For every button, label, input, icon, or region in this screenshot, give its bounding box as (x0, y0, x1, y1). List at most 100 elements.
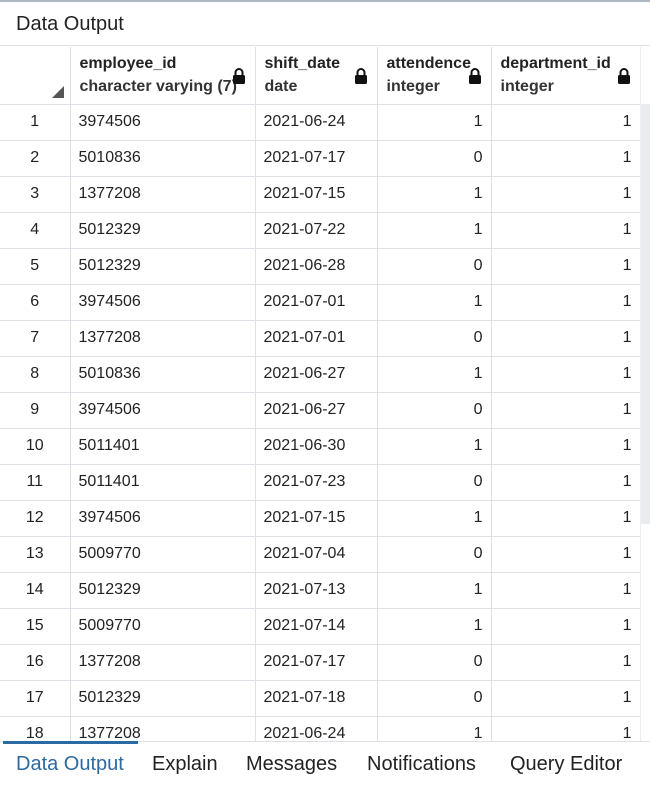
cell-attendence[interactable]: 1 (377, 500, 491, 536)
cell-department-id[interactable]: 1 (491, 428, 640, 464)
cell-shift-date[interactable]: 2021-07-23 (255, 464, 377, 500)
row-number[interactable]: 18 (0, 716, 70, 741)
cell-shift-date[interactable]: 2021-07-15 (255, 176, 377, 212)
cell-attendence[interactable]: 0 (377, 320, 491, 356)
cell-shift-date[interactable]: 2021-07-14 (255, 608, 377, 644)
vertical-scrollbar-thumb[interactable] (641, 104, 650, 524)
table-row[interactable]: 17 5012329 2021-07-18 0 1 (0, 680, 640, 716)
cell-department-id[interactable]: 1 (491, 176, 640, 212)
cell-employee-id[interactable]: 5012329 (70, 212, 255, 248)
cell-department-id[interactable]: 1 (491, 464, 640, 500)
cell-shift-date[interactable]: 2021-07-18 (255, 680, 377, 716)
cell-employee-id[interactable]: 1377208 (70, 320, 255, 356)
cell-employee-id[interactable]: 5012329 (70, 680, 255, 716)
tab-query-editor[interactable]: Query Editor (510, 742, 622, 787)
row-number[interactable]: 7 (0, 320, 70, 356)
table-row[interactable]: 3 1377208 2021-07-15 1 1 (0, 176, 640, 212)
row-number[interactable]: 17 (0, 680, 70, 716)
table-row[interactable]: 16 1377208 2021-07-17 0 1 (0, 644, 640, 680)
tab-data-output[interactable]: Data Output (16, 742, 124, 787)
cell-shift-date[interactable]: 2021-07-01 (255, 320, 377, 356)
cell-shift-date[interactable]: 2021-06-24 (255, 104, 377, 140)
cell-department-id[interactable]: 1 (491, 104, 640, 140)
select-all-corner[interactable] (0, 47, 70, 104)
table-row[interactable]: 7 1377208 2021-07-01 0 1 (0, 320, 640, 356)
cell-employee-id[interactable]: 5012329 (70, 572, 255, 608)
cell-attendence[interactable]: 1 (377, 104, 491, 140)
cell-attendence[interactable]: 1 (377, 608, 491, 644)
cell-department-id[interactable]: 1 (491, 572, 640, 608)
row-number[interactable]: 16 (0, 644, 70, 680)
cell-employee-id[interactable]: 5011401 (70, 428, 255, 464)
row-number[interactable]: 10 (0, 428, 70, 464)
cell-employee-id[interactable]: 5012329 (70, 248, 255, 284)
cell-department-id[interactable]: 1 (491, 716, 640, 741)
cell-attendence[interactable]: 0 (377, 248, 491, 284)
cell-department-id[interactable]: 1 (491, 284, 640, 320)
table-row[interactable]: 14 5012329 2021-07-13 1 1 (0, 572, 640, 608)
cell-attendence[interactable]: 1 (377, 356, 491, 392)
row-number[interactable]: 13 (0, 536, 70, 572)
cell-employee-id[interactable]: 3974506 (70, 284, 255, 320)
row-number[interactable]: 6 (0, 284, 70, 320)
cell-shift-date[interactable]: 2021-07-01 (255, 284, 377, 320)
cell-department-id[interactable]: 1 (491, 500, 640, 536)
row-number[interactable]: 11 (0, 464, 70, 500)
cell-attendence[interactable]: 0 (377, 464, 491, 500)
cell-department-id[interactable]: 1 (491, 320, 640, 356)
table-row[interactable]: 4 5012329 2021-07-22 1 1 (0, 212, 640, 248)
cell-employee-id[interactable]: 1377208 (70, 716, 255, 741)
row-number[interactable]: 9 (0, 392, 70, 428)
cell-shift-date[interactable]: 2021-06-27 (255, 392, 377, 428)
cell-attendence[interactable]: 0 (377, 392, 491, 428)
table-row[interactable]: 11 5011401 2021-07-23 0 1 (0, 464, 640, 500)
table-row[interactable]: 1 3974506 2021-06-24 1 1 (0, 104, 640, 140)
tab-explain[interactable]: Explain (152, 742, 218, 787)
cell-department-id[interactable]: 1 (491, 212, 640, 248)
cell-department-id[interactable]: 1 (491, 536, 640, 572)
cell-employee-id[interactable]: 5010836 (70, 356, 255, 392)
table-row[interactable]: 8 5010836 2021-06-27 1 1 (0, 356, 640, 392)
cell-department-id[interactable]: 1 (491, 248, 640, 284)
cell-shift-date[interactable]: 2021-06-27 (255, 356, 377, 392)
column-header-shift-date[interactable]: shift_date date (255, 47, 377, 104)
column-header-employee-id[interactable]: employee_id character varying (7) (70, 47, 255, 104)
table-row[interactable]: 2 5010836 2021-07-17 0 1 (0, 140, 640, 176)
cell-attendence[interactable]: 1 (377, 212, 491, 248)
cell-attendence[interactable]: 1 (377, 716, 491, 741)
column-header-attendence[interactable]: attendence integer (377, 47, 491, 104)
row-number[interactable]: 15 (0, 608, 70, 644)
table-row[interactable]: 13 5009770 2021-07-04 0 1 (0, 536, 640, 572)
row-number[interactable]: 14 (0, 572, 70, 608)
cell-employee-id[interactable]: 5009770 (70, 536, 255, 572)
cell-shift-date[interactable]: 2021-07-15 (255, 500, 377, 536)
cell-employee-id[interactable]: 3974506 (70, 500, 255, 536)
row-number[interactable]: 5 (0, 248, 70, 284)
table-row[interactable]: 10 5011401 2021-06-30 1 1 (0, 428, 640, 464)
tab-notifications[interactable]: Notifications (367, 742, 476, 787)
cell-department-id[interactable]: 1 (491, 392, 640, 428)
table-row[interactable]: 9 3974506 2021-06-27 0 1 (0, 392, 640, 428)
table-row[interactable]: 12 3974506 2021-07-15 1 1 (0, 500, 640, 536)
cell-department-id[interactable]: 1 (491, 680, 640, 716)
cell-employee-id[interactable]: 5010836 (70, 140, 255, 176)
cell-department-id[interactable]: 1 (491, 140, 640, 176)
row-number[interactable]: 3 (0, 176, 70, 212)
tab-messages[interactable]: Messages (246, 742, 337, 787)
cell-attendence[interactable]: 1 (377, 176, 491, 212)
cell-employee-id[interactable]: 1377208 (70, 644, 255, 680)
cell-shift-date[interactable]: 2021-07-13 (255, 572, 377, 608)
row-number[interactable]: 12 (0, 500, 70, 536)
cell-attendence[interactable]: 0 (377, 536, 491, 572)
cell-shift-date[interactable]: 2021-07-17 (255, 644, 377, 680)
cell-shift-date[interactable]: 2021-06-30 (255, 428, 377, 464)
table-row[interactable]: 5 5012329 2021-06-28 0 1 (0, 248, 640, 284)
column-header-department-id[interactable]: department_id integer (491, 47, 640, 104)
cell-department-id[interactable]: 1 (491, 608, 640, 644)
cell-attendence[interactable]: 0 (377, 140, 491, 176)
row-number[interactable]: 4 (0, 212, 70, 248)
cell-department-id[interactable]: 1 (491, 356, 640, 392)
cell-employee-id[interactable]: 3974506 (70, 104, 255, 140)
cell-department-id[interactable]: 1 (491, 644, 640, 680)
table-row[interactable]: 15 5009770 2021-07-14 1 1 (0, 608, 640, 644)
